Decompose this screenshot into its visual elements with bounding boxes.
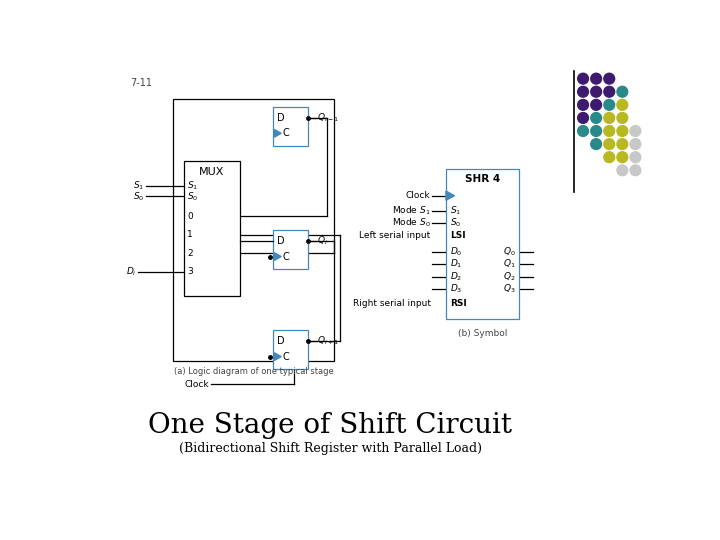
- Text: $Q_i$: $Q_i$: [318, 235, 328, 247]
- Polygon shape: [274, 253, 282, 260]
- Text: 0: 0: [187, 212, 193, 221]
- Text: $D_1$: $D_1$: [450, 258, 462, 271]
- Text: (a) Logic diagram of one typical stage: (a) Logic diagram of one typical stage: [174, 367, 333, 376]
- Text: $D_3$: $D_3$: [450, 282, 462, 295]
- Circle shape: [630, 126, 641, 137]
- Circle shape: [604, 112, 615, 123]
- Circle shape: [617, 165, 628, 176]
- Text: $S_0$: $S_0$: [450, 217, 462, 229]
- Circle shape: [617, 112, 628, 123]
- Bar: [273, 107, 308, 146]
- Text: MUX: MUX: [199, 167, 225, 177]
- Circle shape: [577, 112, 588, 123]
- Text: SHR 4: SHR 4: [465, 174, 500, 184]
- Text: $Q_0$: $Q_0$: [503, 246, 516, 258]
- Text: Mode $S_1$: Mode $S_1$: [392, 205, 431, 217]
- Circle shape: [577, 86, 588, 97]
- Circle shape: [590, 73, 601, 84]
- Circle shape: [590, 126, 601, 137]
- Circle shape: [590, 112, 601, 123]
- Circle shape: [604, 99, 615, 110]
- Bar: [184, 161, 240, 296]
- Text: $Q_2$: $Q_2$: [503, 271, 516, 283]
- Text: D: D: [277, 236, 285, 246]
- Text: $Q_{i+1}$: $Q_{i+1}$: [318, 335, 339, 347]
- Text: (Bidirectional Shift Register with Parallel Load): (Bidirectional Shift Register with Paral…: [179, 442, 482, 455]
- Circle shape: [617, 99, 628, 110]
- Text: $Q_{i-1}$: $Q_{i-1}$: [318, 112, 339, 124]
- Text: D: D: [277, 336, 285, 346]
- Text: Clock: Clock: [406, 191, 431, 200]
- Circle shape: [590, 139, 601, 150]
- Bar: [273, 330, 308, 369]
- Text: $D_2$: $D_2$: [450, 271, 462, 283]
- Text: RSI: RSI: [450, 299, 467, 308]
- Text: Right serial input: Right serial input: [353, 299, 431, 308]
- Polygon shape: [446, 191, 454, 200]
- Text: Mode $S_0$: Mode $S_0$: [392, 217, 431, 229]
- Bar: [273, 231, 308, 269]
- Text: $S_0$: $S_0$: [132, 190, 144, 202]
- Text: Clock: Clock: [184, 380, 209, 389]
- Text: 3: 3: [187, 267, 193, 276]
- Text: $D_0$: $D_0$: [450, 246, 462, 258]
- Circle shape: [577, 126, 588, 137]
- Text: 1: 1: [187, 231, 193, 239]
- Text: C: C: [283, 129, 289, 138]
- Circle shape: [617, 86, 628, 97]
- Circle shape: [577, 73, 588, 84]
- Text: (b) Symbol: (b) Symbol: [458, 329, 508, 338]
- Text: $Q_1$: $Q_1$: [503, 258, 516, 271]
- Circle shape: [617, 139, 628, 150]
- Circle shape: [617, 126, 628, 137]
- Polygon shape: [274, 130, 282, 137]
- Text: $S_0$: $S_0$: [187, 190, 199, 202]
- Bar: [173, 99, 334, 361]
- Circle shape: [604, 139, 615, 150]
- Circle shape: [617, 152, 628, 163]
- Text: C: C: [283, 352, 289, 362]
- Polygon shape: [274, 353, 282, 361]
- Text: D: D: [277, 113, 285, 123]
- Text: Left serial input: Left serial input: [359, 231, 431, 240]
- Circle shape: [604, 86, 615, 97]
- Circle shape: [604, 152, 615, 163]
- Text: $Q_3$: $Q_3$: [503, 282, 516, 295]
- Text: 7-11: 7-11: [130, 78, 153, 89]
- Circle shape: [630, 152, 641, 163]
- Circle shape: [590, 99, 601, 110]
- Text: LSI: LSI: [450, 231, 465, 240]
- Text: $S_1$: $S_1$: [450, 205, 461, 217]
- Text: $D_i$: $D_i$: [126, 266, 137, 278]
- Circle shape: [604, 126, 615, 137]
- Circle shape: [604, 73, 615, 84]
- Text: C: C: [283, 252, 289, 261]
- Text: One Stage of Shift Circuit: One Stage of Shift Circuit: [148, 411, 513, 438]
- Circle shape: [590, 86, 601, 97]
- Bar: [446, 168, 519, 319]
- Text: 2: 2: [187, 249, 193, 258]
- Text: $S_1$: $S_1$: [187, 179, 199, 192]
- Circle shape: [630, 139, 641, 150]
- Circle shape: [577, 99, 588, 110]
- Text: $S_1$: $S_1$: [133, 179, 144, 192]
- Circle shape: [630, 165, 641, 176]
